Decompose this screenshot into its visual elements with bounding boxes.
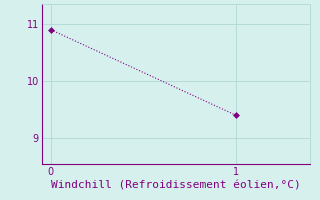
X-axis label: Windchill (Refroidissement éolien,°C): Windchill (Refroidissement éolien,°C) (51, 181, 301, 191)
